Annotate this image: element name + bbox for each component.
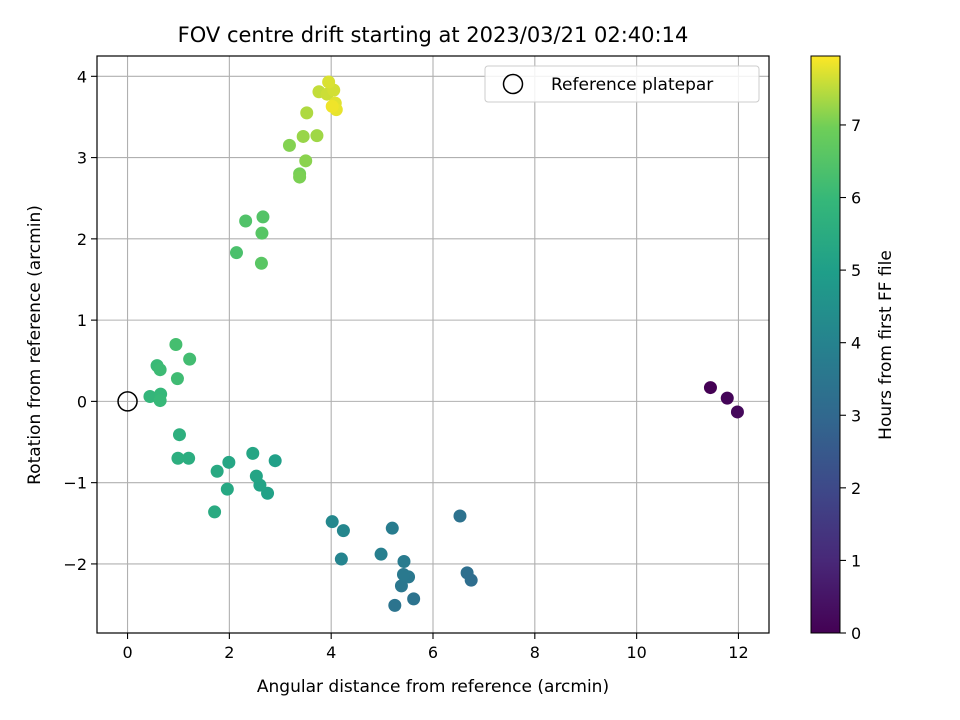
data-point bbox=[396, 567, 410, 581]
data-point bbox=[394, 579, 408, 593]
x-axis-label: Angular distance from reference (arcmin) bbox=[257, 677, 609, 697]
colorbar-tick-label: 2 bbox=[851, 479, 861, 498]
data-point bbox=[397, 554, 411, 568]
data-point bbox=[208, 505, 222, 519]
data-point bbox=[255, 226, 269, 240]
data-point bbox=[388, 598, 402, 612]
x-tick-label: 0 bbox=[122, 643, 132, 662]
x-tick-label: 10 bbox=[626, 643, 646, 662]
colorbar-ticks: 0 1 2 3 4 5 6 7 bbox=[840, 116, 861, 643]
data-point bbox=[249, 469, 263, 483]
legend-entry-reference-platepar: Reference platepar bbox=[551, 75, 713, 95]
y-axis-label: Rotation from reference (arcmin) bbox=[25, 205, 45, 485]
colorbar-label: Hours from first FF file bbox=[876, 250, 896, 440]
y-tick-label: 3 bbox=[77, 149, 87, 168]
data-point bbox=[153, 394, 167, 408]
colorbar-tick-label: 3 bbox=[851, 406, 861, 425]
reference-platepar-marker bbox=[117, 391, 138, 412]
data-point bbox=[256, 210, 270, 224]
data-point bbox=[453, 509, 467, 523]
y-axis-ticks: −2 −1 0 1 2 3 4 bbox=[63, 67, 97, 574]
data-point bbox=[336, 524, 350, 538]
data-point bbox=[143, 390, 157, 404]
colorbar-tick-label: 7 bbox=[851, 116, 861, 135]
y-tick-label: 4 bbox=[77, 67, 87, 86]
colorbar: 0 1 2 3 4 5 6 7 Hours from first FF file bbox=[810, 55, 896, 643]
data-point bbox=[293, 170, 307, 184]
colorbar-tick-label: 4 bbox=[851, 334, 861, 353]
y-tick-label: −2 bbox=[63, 555, 87, 574]
colorbar-gradient bbox=[810, 55, 841, 634]
y-tick-label: 0 bbox=[77, 392, 87, 411]
data-point bbox=[325, 99, 339, 113]
data-point bbox=[296, 129, 310, 143]
data-point bbox=[182, 451, 196, 465]
data-point bbox=[334, 552, 348, 566]
data-points bbox=[143, 75, 744, 612]
y-tick-label: −1 bbox=[63, 474, 87, 493]
data-point bbox=[385, 521, 399, 535]
x-tick-label: 12 bbox=[728, 643, 748, 662]
data-point bbox=[268, 454, 282, 468]
data-point bbox=[229, 246, 243, 260]
data-point bbox=[299, 154, 313, 168]
data-point bbox=[220, 482, 234, 496]
data-point bbox=[703, 381, 717, 395]
colorbar-tick-label: 6 bbox=[851, 189, 861, 208]
colorbar-tick-label: 5 bbox=[851, 261, 861, 280]
y-tick-label: 1 bbox=[77, 311, 87, 330]
data-point bbox=[239, 214, 253, 228]
data-point bbox=[282, 138, 296, 152]
data-point bbox=[325, 515, 339, 529]
legend-box bbox=[484, 65, 760, 103]
x-tick-label: 2 bbox=[224, 643, 234, 662]
data-point bbox=[254, 256, 268, 270]
x-tick-label: 6 bbox=[428, 643, 438, 662]
data-point bbox=[222, 455, 236, 469]
x-axis-ticks: 0 2 4 6 8 10 12 bbox=[122, 633, 749, 662]
data-point bbox=[720, 391, 734, 405]
data-point bbox=[407, 592, 421, 606]
data-point bbox=[730, 405, 744, 419]
data-point bbox=[169, 338, 183, 351]
colorbar-tick-label: 1 bbox=[851, 551, 861, 570]
data-point bbox=[183, 352, 197, 366]
chart-title: FOV centre drift starting at 2023/03/21 … bbox=[178, 23, 689, 47]
data-point bbox=[172, 428, 186, 442]
colorbar-tick-label: 0 bbox=[851, 624, 861, 643]
data-point bbox=[261, 486, 275, 500]
data-point bbox=[171, 451, 185, 465]
data-point bbox=[153, 363, 167, 377]
grid-lines bbox=[97, 56, 769, 633]
data-point bbox=[322, 75, 336, 89]
data-point bbox=[170, 372, 184, 386]
data-point bbox=[210, 464, 224, 478]
data-point bbox=[310, 129, 324, 143]
legend-marker bbox=[502, 73, 524, 95]
data-point bbox=[464, 573, 478, 587]
data-point bbox=[374, 547, 388, 561]
data-point bbox=[300, 106, 314, 120]
x-tick-label: 8 bbox=[530, 643, 540, 662]
legend: Reference platepar bbox=[484, 65, 760, 103]
y-tick-label: 2 bbox=[77, 230, 87, 249]
x-tick-label: 4 bbox=[326, 643, 336, 662]
data-point bbox=[246, 446, 260, 460]
